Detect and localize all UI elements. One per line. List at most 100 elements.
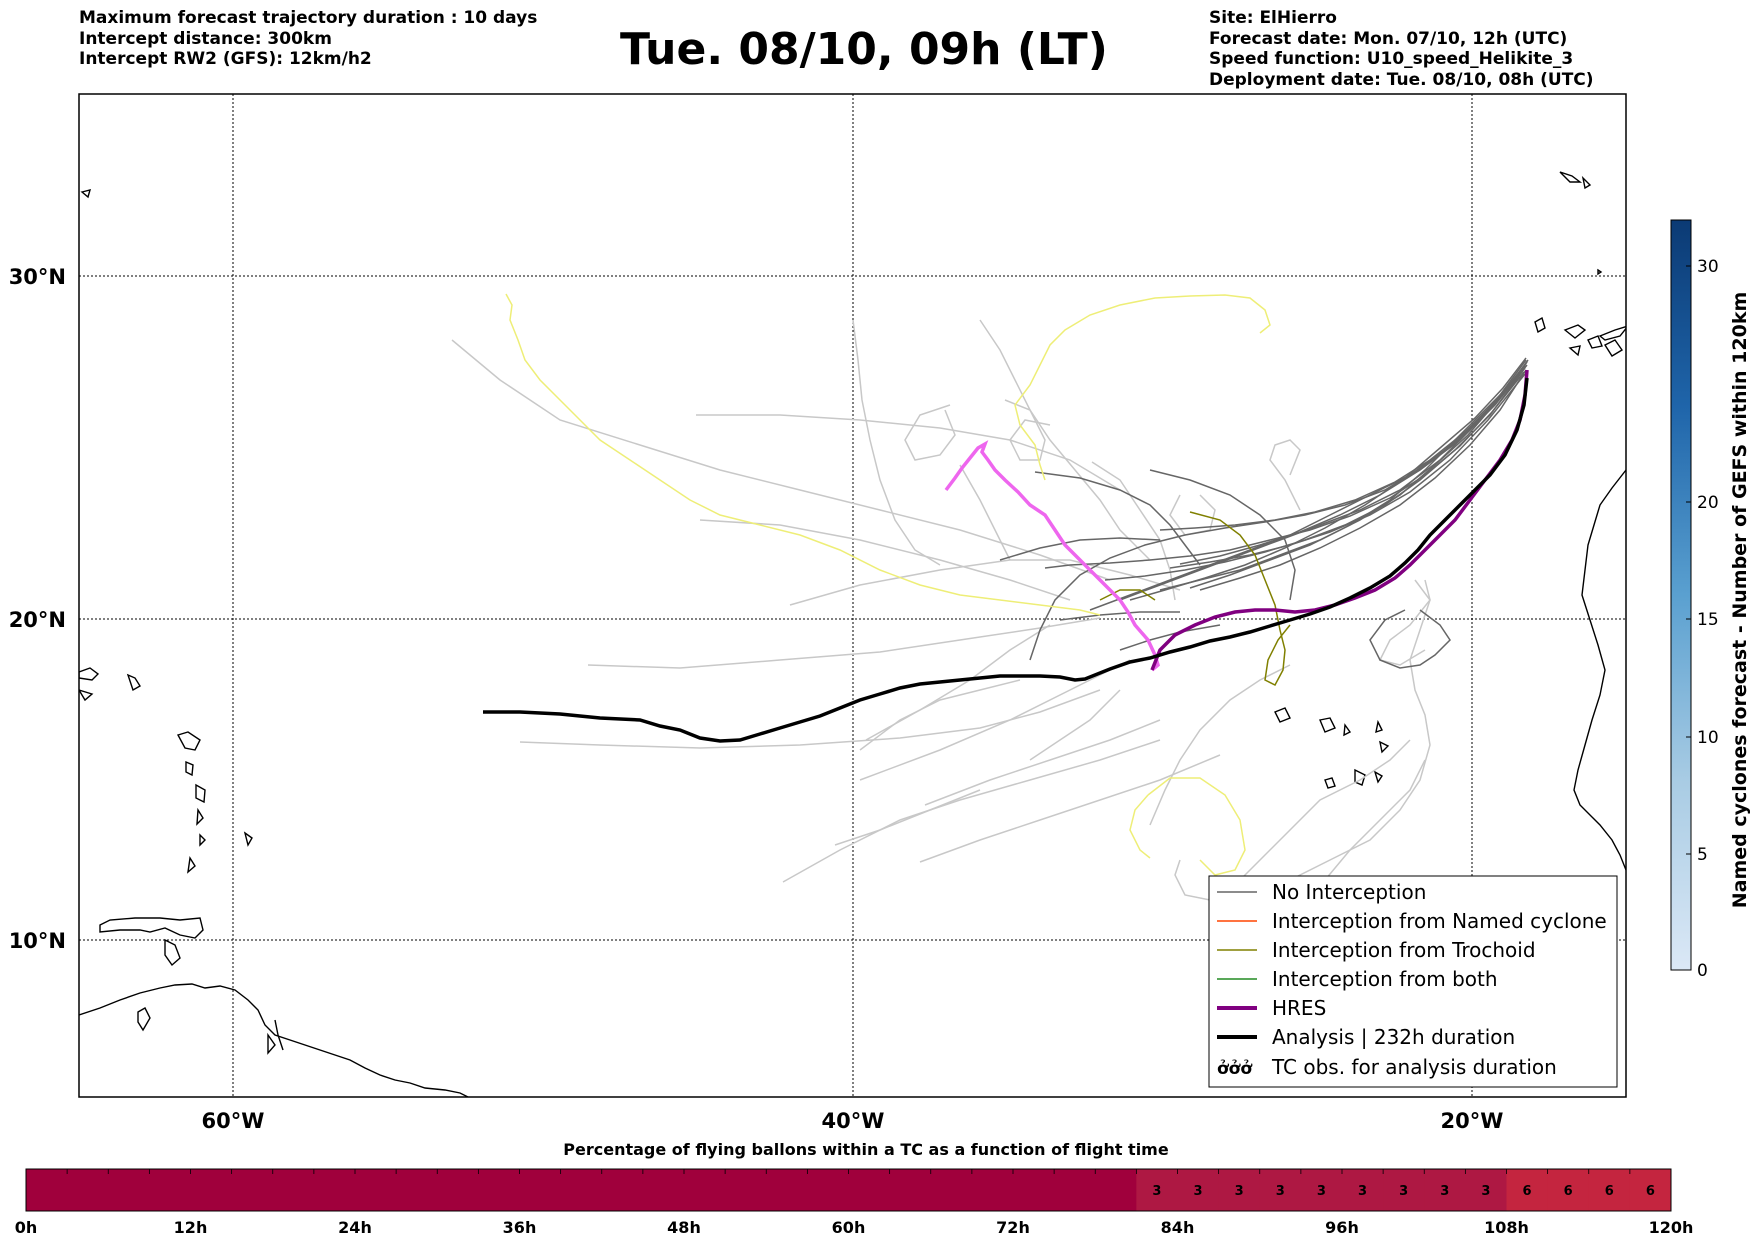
coast-cape-verde-2 <box>1319 717 1336 733</box>
time-bar-cell <box>396 1169 438 1211</box>
track-dark <box>1189 359 1529 589</box>
time-bar-cell <box>1054 1169 1096 1211</box>
track-light <box>1029 689 1121 761</box>
trochoid-interception-tracks <box>1099 511 1291 686</box>
time-bar-hour-label: 0h <box>15 1218 38 1237</box>
coast-island-d <box>126 673 141 692</box>
time-bar-cell-value: 3 <box>1276 1184 1285 1199</box>
lat-tick-label: 20°N <box>9 608 66 632</box>
time-bar-cell <box>26 1169 68 1211</box>
track-dark <box>999 537 1161 561</box>
time-bar-cell-value: 3 <box>1194 1184 1203 1199</box>
lat-tick-label: 30°N <box>9 265 66 289</box>
coast-canary-tenerife <box>1563 324 1587 339</box>
coast-canary-gran-canaria <box>1587 335 1603 349</box>
time-bar-cell <box>149 1169 191 1211</box>
coast-cape-verde-5 <box>1379 740 1390 754</box>
track-light <box>852 319 941 566</box>
colorbar-gradient <box>1670 219 1692 971</box>
time-bar-cell <box>971 1169 1014 1211</box>
legend-box <box>1208 875 1618 1088</box>
track-light <box>699 519 1071 601</box>
track-trochoid <box>1189 511 1291 686</box>
coast-islet <box>1597 268 1603 276</box>
track-dark <box>1179 364 1528 565</box>
time-bar-hour-label: 48h <box>667 1218 701 1237</box>
coast-island-b <box>79 667 100 681</box>
time-bar-cell <box>108 1169 150 1211</box>
time-bar-cell <box>313 1169 356 1211</box>
coast-island-k <box>243 831 253 847</box>
time-bar-cell <box>684 1169 726 1211</box>
track-light <box>1149 664 1291 826</box>
time-bar-cell <box>1465 1169 1507 1211</box>
header-right: Site: ElHierro Forecast date: Mon. 07/10… <box>1209 8 1594 90</box>
time-bar-cell <box>1218 1169 1261 1211</box>
time-bar-title: Percentage of flying ballons within a TC… <box>563 1140 1169 1159</box>
coast-trinidad <box>164 938 181 967</box>
time-bar-cell <box>519 1169 562 1211</box>
track-yellow <box>505 293 1101 616</box>
time-bar-cell <box>1177 1169 1220 1211</box>
no-interception-tracks <box>999 357 1529 669</box>
time-bar-cell <box>766 1169 808 1211</box>
coast-island-e <box>176 731 201 751</box>
time-bar-cell-value: 3 <box>1152 1184 1161 1199</box>
time-bar-cell <box>355 1169 397 1211</box>
colorbar-tick-label: 0 <box>1697 961 1708 981</box>
track-light <box>834 789 981 846</box>
lon-tick-labels: 60°W 40°W 20°W <box>202 1109 1504 1133</box>
time-bar-cell-value: 3 <box>1440 1184 1449 1199</box>
coast-cape-verde-4 <box>1375 719 1383 734</box>
header-left: Maximum forecast trajectory duration : 1… <box>79 8 537 70</box>
time-bar-cell <box>642 1169 685 1211</box>
track-light <box>859 659 1131 781</box>
track-light <box>1091 461 1176 601</box>
coast-island-m <box>80 189 92 199</box>
legend-item-named-cyclone: Interception from Named cyclone <box>1272 909 1607 933</box>
time-bar-cell-value: 3 <box>1481 1184 1490 1199</box>
colorbar-tick-label: 20 <box>1697 493 1719 513</box>
colorbar: 0 5 10 15 20 30 Named cyclones forecast … <box>1670 219 1751 981</box>
legend-item-no-interception: No Interception <box>1272 880 1426 904</box>
coast-island-f <box>185 760 194 777</box>
legend: No Interception Interception from Named … <box>1208 875 1618 1088</box>
coast-cape-verde-3 <box>1343 723 1352 737</box>
coast-lake <box>274 1019 284 1051</box>
time-bar-cell <box>1095 1169 1137 1211</box>
lon-tick-label: 60°W <box>202 1109 265 1133</box>
track-trochoid <box>1099 589 1156 601</box>
time-bar-hour-label: 120h <box>1649 1218 1694 1237</box>
time-bar-cell <box>1013 1169 1055 1211</box>
track-light <box>924 719 1161 806</box>
header-intercept-distance: Intercept distance: 300km <box>79 28 332 49</box>
legend-item-hres: HRES <box>1272 996 1326 1020</box>
track-light-loop <box>1004 399 1051 461</box>
track-dark <box>1119 624 1221 651</box>
time-bar-cell <box>1506 1169 1549 1211</box>
time-bar-hour-label: 36h <box>503 1218 537 1237</box>
yellow-tracks <box>505 293 1271 876</box>
legend-item-analysis: Analysis | 232h duration <box>1272 1025 1515 1049</box>
time-bar-cell <box>725 1169 767 1211</box>
track-yellow <box>1129 794 1151 859</box>
time-bar-cell <box>930 1169 973 1211</box>
coast-island-o <box>1581 175 1592 190</box>
legend-item-trochoid: Interception from Trochoid <box>1272 938 1536 962</box>
track-light <box>519 689 1101 749</box>
header-deployment-date: Deployment date: Tue. 08/10, 08h (UTC) <box>1209 69 1594 90</box>
coast-island-h <box>196 807 204 826</box>
track-dark <box>1129 357 1527 601</box>
coast-island-c <box>79 689 94 702</box>
coast-venezuela-islands <box>99 917 204 939</box>
coast-island-a <box>137 1007 151 1032</box>
track-light <box>959 464 1011 561</box>
track-light <box>1229 739 1411 891</box>
coastlines <box>79 171 1626 1097</box>
track-dark <box>1104 367 1526 581</box>
header-max-duration: Maximum forecast trajectory duration : 1… <box>79 8 538 28</box>
coast-island-j <box>187 856 196 874</box>
header-forecast-date: Forecast date: Mon. 07/10, 12h (UTC) <box>1209 28 1568 49</box>
track-light <box>979 319 1151 561</box>
